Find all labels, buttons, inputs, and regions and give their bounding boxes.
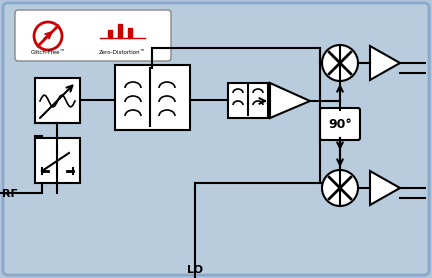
Bar xyxy=(228,83,268,118)
Text: Glitch-Free™: Glitch-Free™ xyxy=(31,50,66,55)
Bar xyxy=(128,28,132,38)
FancyBboxPatch shape xyxy=(320,108,360,140)
Circle shape xyxy=(322,45,358,81)
Text: RF: RF xyxy=(2,189,18,199)
FancyBboxPatch shape xyxy=(15,10,171,61)
Bar xyxy=(35,78,80,123)
Text: LO: LO xyxy=(187,265,203,275)
Polygon shape xyxy=(270,83,310,118)
Bar xyxy=(118,24,122,38)
Text: 90°: 90° xyxy=(328,118,352,130)
Polygon shape xyxy=(370,46,400,80)
Text: Zero-Distortion™: Zero-Distortion™ xyxy=(98,50,146,55)
Polygon shape xyxy=(370,171,400,205)
Bar xyxy=(108,30,112,38)
FancyBboxPatch shape xyxy=(3,3,429,275)
Bar xyxy=(115,65,190,130)
Circle shape xyxy=(322,170,358,206)
Bar xyxy=(35,138,80,183)
Circle shape xyxy=(34,22,62,50)
